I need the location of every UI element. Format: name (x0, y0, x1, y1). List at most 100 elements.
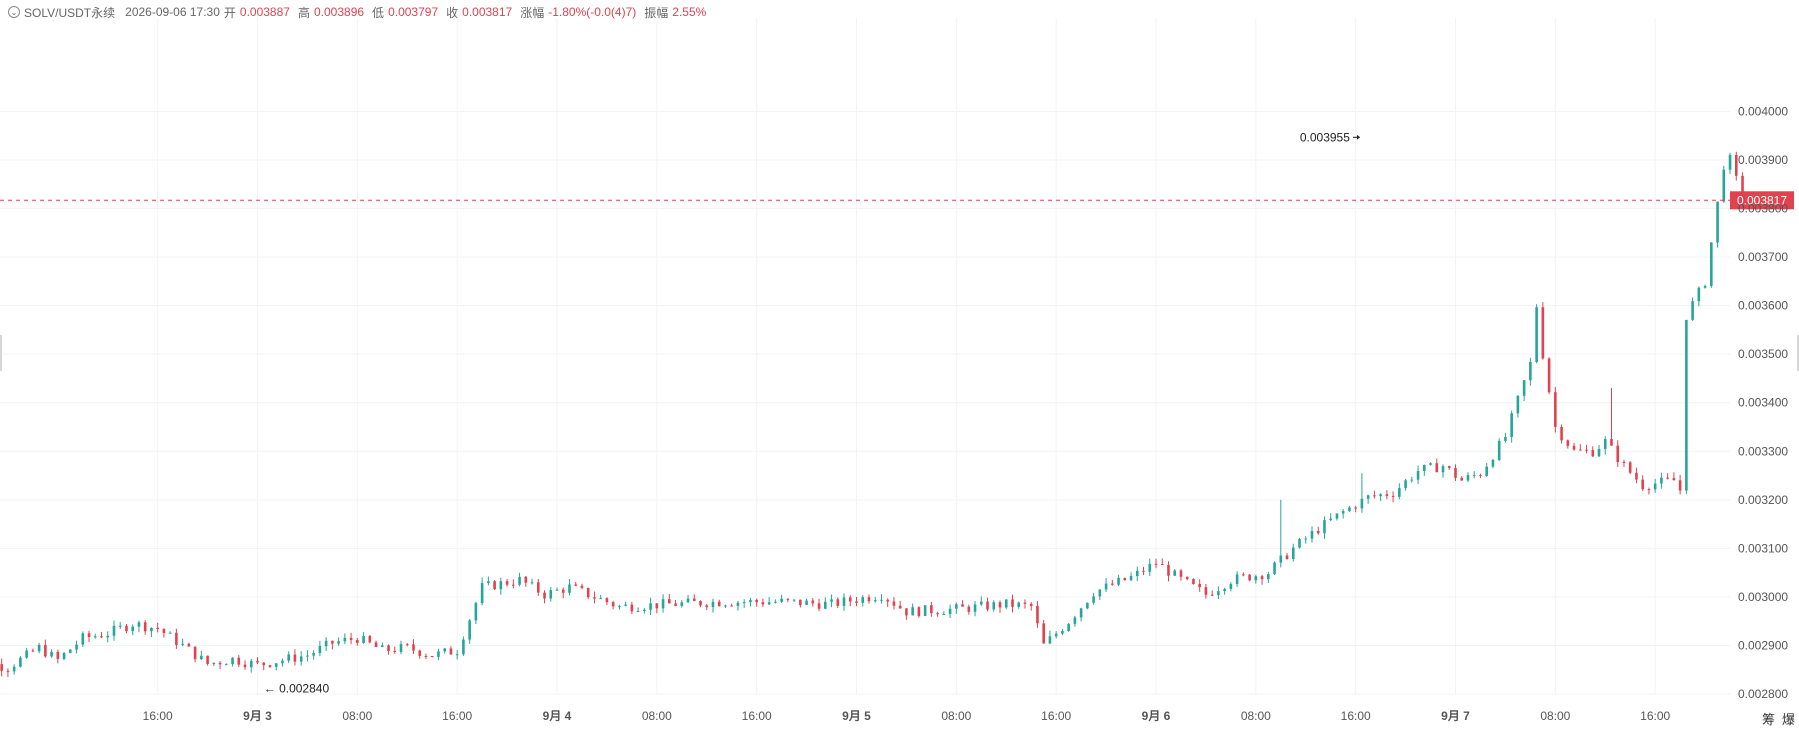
candle-body (324, 640, 328, 647)
chip-distribution-toggle[interactable]: 筹 (1762, 712, 1775, 727)
candle-body (1210, 594, 1214, 596)
candle-body (605, 598, 609, 603)
candle-body (37, 644, 41, 652)
candle-body (405, 644, 409, 646)
grid (0, 18, 1730, 695)
candle-body (1185, 576, 1189, 580)
candle-body (1054, 633, 1058, 637)
candle-body (917, 607, 921, 617)
candle-body (1466, 475, 1470, 481)
candle-body (1585, 449, 1588, 451)
y-tick-label: 0.003900 (1738, 153, 1788, 167)
candle-body (293, 654, 297, 662)
candle-body (1485, 466, 1488, 476)
candle-body (1148, 563, 1152, 572)
left-panel-grip[interactable] (0, 335, 2, 371)
candle-body (518, 576, 521, 585)
candle-body (923, 605, 927, 617)
candle-body (1447, 466, 1451, 468)
candle-body (137, 622, 141, 627)
candle-body (873, 600, 877, 602)
candle-body (1079, 608, 1083, 618)
candle-body (848, 597, 852, 602)
candle-body (618, 605, 621, 607)
candle-body (1179, 570, 1183, 577)
candle-body (1366, 495, 1370, 499)
candle-body (717, 601, 721, 607)
x-tick-label: 08:00 (342, 709, 372, 723)
candle-body (593, 597, 596, 599)
candle-body (337, 641, 340, 644)
candle-body (580, 585, 584, 588)
candle-body (1360, 498, 1364, 509)
last-price-label: 0.003817 (1737, 193, 1787, 207)
candle-body (1160, 564, 1164, 566)
legend-close-value: 0.003817 (462, 5, 513, 19)
candle-body (193, 646, 197, 660)
liquidation-toggle[interactable]: 爆 (1782, 712, 1795, 727)
candle-body (680, 602, 684, 606)
candles (0, 151, 1744, 677)
x-tick-label: 9月 5 (842, 709, 871, 723)
candle-body (25, 650, 28, 658)
candle-body (156, 627, 159, 629)
candle-body (724, 605, 727, 607)
candle-body (1441, 466, 1445, 473)
candle-body (418, 650, 422, 656)
candle-body (1641, 479, 1644, 490)
candle-body (312, 653, 315, 656)
collapse-legend-icon[interactable]: ⌄ (8, 6, 20, 18)
legend-datetime: 2026-09-06 17:30 (125, 5, 220, 19)
candle-body (530, 582, 534, 584)
candle-body (1647, 489, 1651, 491)
candle-body (955, 604, 958, 609)
candle-body (799, 599, 802, 605)
legend-open-label: 开 (223, 5, 236, 20)
y-tick-label: 0.003500 (1738, 347, 1788, 361)
candle-body (1672, 478, 1676, 481)
candle-body (824, 601, 827, 609)
candle-body (998, 602, 1002, 608)
candle-body (1204, 587, 1208, 595)
y-tick-label: 0.003300 (1738, 444, 1788, 458)
candle-body (1622, 461, 1626, 463)
candle-body (692, 598, 696, 602)
candle-body (1678, 480, 1682, 491)
candle-body (69, 649, 72, 653)
candle-body (792, 599, 796, 601)
candle-body (499, 581, 503, 590)
candle-body (630, 604, 634, 612)
y-tick-label: 0.003600 (1738, 299, 1788, 313)
right-panel-grip[interactable] (1797, 335, 1799, 371)
candle-body (0, 664, 3, 671)
candle-body (412, 644, 415, 651)
candle-body (568, 584, 571, 593)
candle-body (1316, 530, 1320, 534)
candle-body (986, 601, 989, 610)
y-tick-label: 0.004000 (1738, 104, 1788, 118)
x-tick-label: 08:00 (1540, 709, 1570, 723)
candle-body (1391, 495, 1395, 497)
candle-body (168, 632, 172, 634)
candle-body (1373, 495, 1376, 497)
candle-body (1142, 570, 1145, 572)
candle-body (786, 598, 790, 600)
candle-body (56, 651, 60, 659)
candle-body (967, 606, 971, 612)
candle-body (19, 657, 22, 667)
candle-body (437, 651, 440, 657)
candle-body (368, 635, 372, 643)
legend-symbol: SOLV/USDT永续 (24, 5, 116, 20)
candle-body (1198, 583, 1201, 588)
candle-body (424, 655, 428, 657)
candle-body (299, 656, 303, 662)
candle-body (12, 666, 16, 672)
candle-body (256, 660, 259, 663)
x-tick-label: 16:00 (742, 709, 772, 723)
candle-body (306, 655, 309, 657)
candle-body (6, 670, 10, 672)
candle-body (1541, 307, 1545, 359)
candle-body (1335, 513, 1339, 519)
